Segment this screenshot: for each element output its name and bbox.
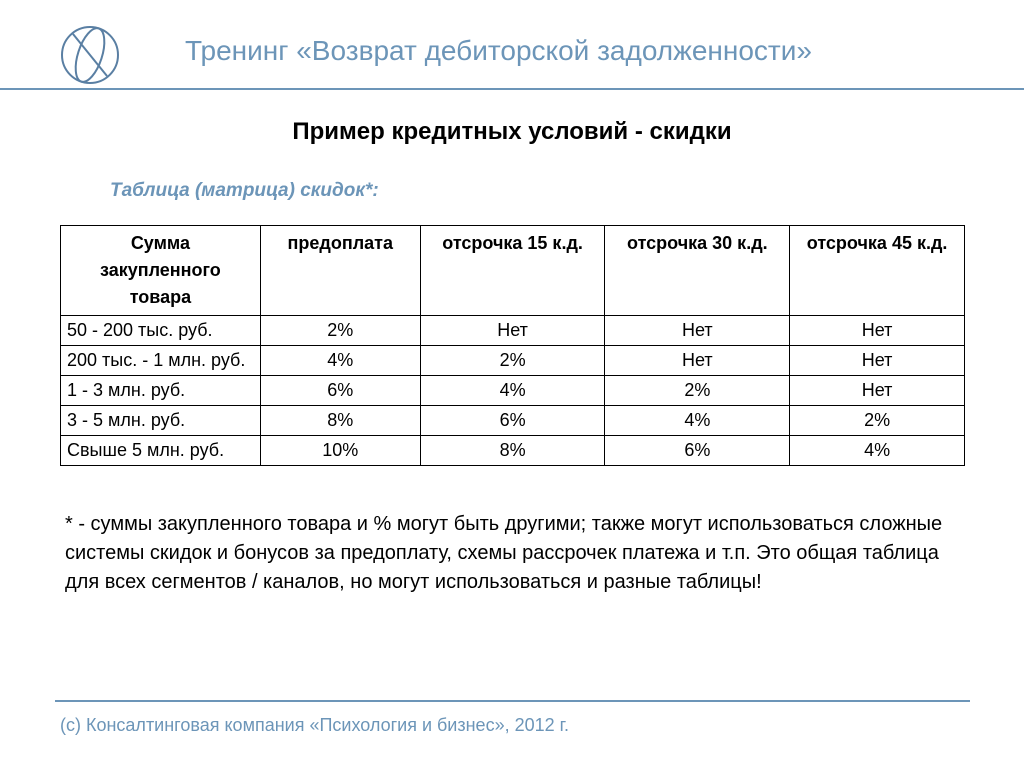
col-header-delay45: отсрочка 45 к.д. <box>790 226 965 316</box>
row-cell: 2% <box>260 316 420 346</box>
row-cell: 2% <box>605 376 790 406</box>
col-header-delay15: отсрочка 15 к.д. <box>420 226 605 316</box>
row-cell: Нет <box>790 346 965 376</box>
row-cell: 10% <box>260 436 420 466</box>
row-cell: Нет <box>605 316 790 346</box>
row-label: 3 - 5 млн. руб. <box>61 406 261 436</box>
footnote-text: * - суммы закупленного товара и % могут … <box>65 510 960 597</box>
discount-table: Сумма закупленного товара предоплата отс… <box>60 225 965 466</box>
row-cell: 4% <box>420 376 605 406</box>
row-label: 1 - 3 млн. руб. <box>61 376 261 406</box>
table-row: 3 - 5 млн. руб. 8% 6% 4% 2% <box>61 406 965 436</box>
page-title: Тренинг «Возврат дебиторской задолженнос… <box>185 35 812 67</box>
row-cell: Нет <box>790 316 965 346</box>
row-cell: 4% <box>605 406 790 436</box>
col-header-delay30: отсрочка 30 к.д. <box>605 226 790 316</box>
table-caption: Таблица (матрица) скидок*: <box>110 180 379 202</box>
row-cell: 6% <box>420 406 605 436</box>
row-cell: Нет <box>420 316 605 346</box>
subtitle: Пример кредитных условий - скидки <box>0 118 1024 146</box>
row-label: Свыше 5 млн. руб. <box>61 436 261 466</box>
row-cell: 4% <box>790 436 965 466</box>
row-cell: 8% <box>420 436 605 466</box>
row-cell: Нет <box>605 346 790 376</box>
table-row: 1 - 3 млн. руб. 6% 4% 2% Нет <box>61 376 965 406</box>
row-cell: 2% <box>420 346 605 376</box>
col-header-amount: Сумма закупленного товара <box>61 226 261 316</box>
footer-copyright: (с) Консалтинговая компания «Психология … <box>60 715 569 736</box>
row-cell: 6% <box>605 436 790 466</box>
row-cell: 2% <box>790 406 965 436</box>
row-cell: 8% <box>260 406 420 436</box>
row-cell: 4% <box>260 346 420 376</box>
table-row: Свыше 5 млн. руб. 10% 8% 6% 4% <box>61 436 965 466</box>
row-cell: Нет <box>790 376 965 406</box>
row-label: 200 тыс. - 1 млн. руб. <box>61 346 261 376</box>
row-label: 50 - 200 тыс. руб. <box>61 316 261 346</box>
table-row: 200 тыс. - 1 млн. руб. 4% 2% Нет Нет <box>61 346 965 376</box>
col-header-prepay: предоплата <box>260 226 420 316</box>
table-row: 50 - 200 тыс. руб. 2% Нет Нет Нет <box>61 316 965 346</box>
company-logo-icon <box>55 20 125 90</box>
footer-divider <box>55 700 970 702</box>
header-divider <box>0 88 1024 90</box>
row-cell: 6% <box>260 376 420 406</box>
table-header-row: Сумма закупленного товара предоплата отс… <box>61 226 965 316</box>
